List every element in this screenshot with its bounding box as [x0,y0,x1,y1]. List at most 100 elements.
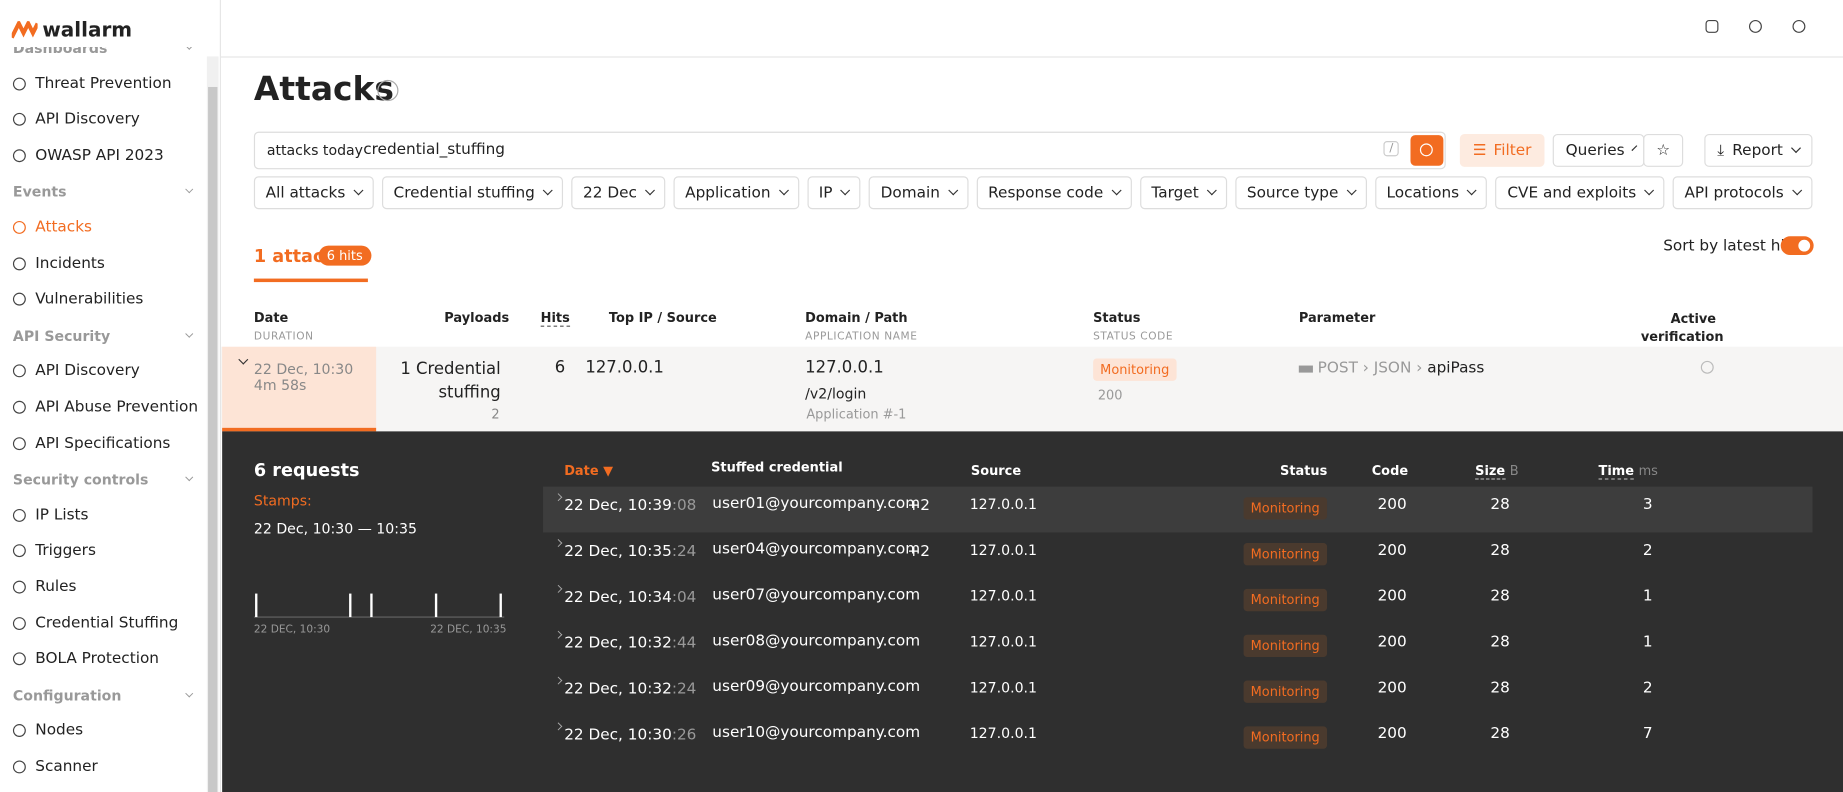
sort-toggle[interactable] [1780,236,1814,256]
nav-icon [12,256,26,270]
request-row[interactable]: 22 Dec, 10:35:24 user04@yourcompany.com +2… [543,532,1812,578]
nav-item[interactable]: API Discovery [12,111,140,128]
request-row[interactable]: 22 Dec, 10:39:08 user01@yourcompany.com +2… [543,486,1813,533]
filter-chip[interactable]: Source type [1235,176,1367,210]
request-expand[interactable] [554,676,563,685]
request-size: 28 [1490,541,1510,560]
nav-item[interactable]: API Specifications [12,434,171,453]
request-date-main: 22 Dec, 10:34 [564,588,672,607]
request-row[interactable]: 22 Dec, 10:32:24 user09@yourcompany.com 12… [543,670,1812,716]
nav-item[interactable]: IP Lists [12,506,89,524]
request-expand[interactable] [554,630,563,639]
request-date-sec: :26 [671,726,697,745]
col-status: Status [1093,310,1141,326]
filter-chip[interactable]: 22 Dec [571,176,666,210]
filter-chip[interactable]: IP [806,176,861,210]
help[interactable] [1748,19,1762,33]
request-row[interactable]: 22 Dec, 10:32:44 user08@yourcompany.com 12… [543,624,1812,670]
attack-row[interactable]: 22 Dec, 10:30 4m 58s 1 Credential stuffi… [220,346,1843,432]
request-size: 28 [1490,496,1510,514]
logo[interactable]: wallarm [11,18,133,43]
scroll-thumb[interactable] [208,86,218,792]
queries-button[interactable]: Queries [1552,133,1645,167]
col-app: APPLICATION NAME [805,331,918,344]
nav-label: API Specifications [35,434,171,453]
filter-button[interactable]: ☰ Filter [1459,133,1545,167]
col-parameter: Parameter [1298,310,1376,326]
request-date-main: 22 Dec, 10:39 [564,497,672,515]
nav-item[interactable]: Nodes [12,722,83,740]
nav-section[interactable]: Configuration [13,687,195,704]
nav-icon [12,364,26,378]
nav-label: Threat Prevention [35,74,172,93]
nav-icon [12,544,26,558]
notifications[interactable] [1705,19,1719,33]
report-button[interactable]: ⤓ Report [1704,133,1813,167]
req-col-size[interactable]: Size B [1475,463,1519,480]
filter-chevron [1346,185,1357,196]
filter-chip[interactable]: Response code [976,176,1132,210]
request-row[interactable]: 22 Dec, 10:34:04 user07@yourcompany.com 12… [543,578,1812,624]
filter-chevron [353,185,364,196]
tab-underline [253,278,368,283]
nav-item[interactable]: Triggers [12,542,96,560]
nav-item[interactable]: API Abuse Prevention [12,398,198,416]
nav-section[interactable]: Security controls [13,472,195,488]
req-col-time[interactable]: Time ms [1598,463,1658,480]
req-col-date[interactable]: Date ▼ [564,463,614,479]
filter-chip[interactable]: Locations [1374,176,1488,210]
filter-chip[interactable]: CVE and exploits [1495,176,1665,210]
nav-icon [12,580,26,594]
request-expand[interactable] [554,722,563,731]
nav-item[interactable]: Threat Prevention [12,74,172,93]
nav-item[interactable]: Attacks [12,219,92,236]
favorite-button[interactable]: ☆ [1643,133,1684,167]
nav-item[interactable]: API Discovery [12,362,140,380]
filter-chip[interactable]: All attacks [253,176,374,210]
nav-section-chevron [185,185,194,194]
nav-item[interactable]: Vulnerabilities [12,290,144,309]
nav-section[interactable]: Dashboards [13,47,195,56]
nav-item[interactable]: BOLA Protection [12,650,159,668]
nav-item[interactable]: Scanner [12,758,98,776]
attack-ip: 127.0.0.1 [585,358,664,378]
request-code: 200 [1377,541,1407,560]
nav-label: Vulnerabilities [35,290,144,309]
filter-label: API protocols [1684,183,1784,202]
filter-label: CVE and exploits [1507,183,1637,202]
search-button[interactable] [1410,135,1444,166]
req-col-credential: Stuffed credential [711,459,843,475]
nav-item[interactable]: OWASP API 2023 [12,147,164,164]
param-method: POST [1317,359,1358,378]
nav-item[interactable]: Credential Stuffing [12,614,178,632]
filter-chip[interactable]: API protocols [1672,176,1812,210]
filter-chip[interactable]: Credential stuffing [381,176,564,210]
profile[interactable] [1792,19,1806,33]
request-expand[interactable] [554,584,563,593]
attack-hits: 6 [554,358,566,378]
title-help[interactable] [377,79,399,102]
nav-item[interactable]: Rules [12,578,76,596]
nav-item[interactable]: Incidents [12,255,105,272]
logo-text: wallarm [42,18,133,43]
search-box[interactable]: attacks today credential_stuffing / [253,131,1446,170]
sidebar: wallarm Dashboards Threat Prevention API D… [0,0,221,792]
nav-icon [12,760,26,774]
timeline [253,593,505,618]
filter-label: Application [685,183,771,202]
request-expand[interactable] [554,539,563,548]
requests-title: 6 requests [253,459,360,481]
filter-chevron [1644,185,1655,196]
filter-chip[interactable]: Target [1139,176,1227,210]
col-hits[interactable]: Hits [540,310,570,327]
request-expand[interactable] [554,493,563,502]
request-time: 2 [1642,541,1653,560]
nav-section[interactable]: Events [13,184,195,200]
request-row[interactable]: 22 Dec, 10:30:26 user10@yourcompany.com 12… [543,716,1812,762]
filter-chip[interactable]: Domain [868,176,969,210]
request-credential: user04@yourcompany.com [712,540,921,559]
filter-chip[interactable]: Application [673,176,799,210]
request-size: 28 [1490,633,1510,652]
nav-section[interactable]: API Security [13,328,195,344]
search-query: credential_stuffing [363,141,506,159]
